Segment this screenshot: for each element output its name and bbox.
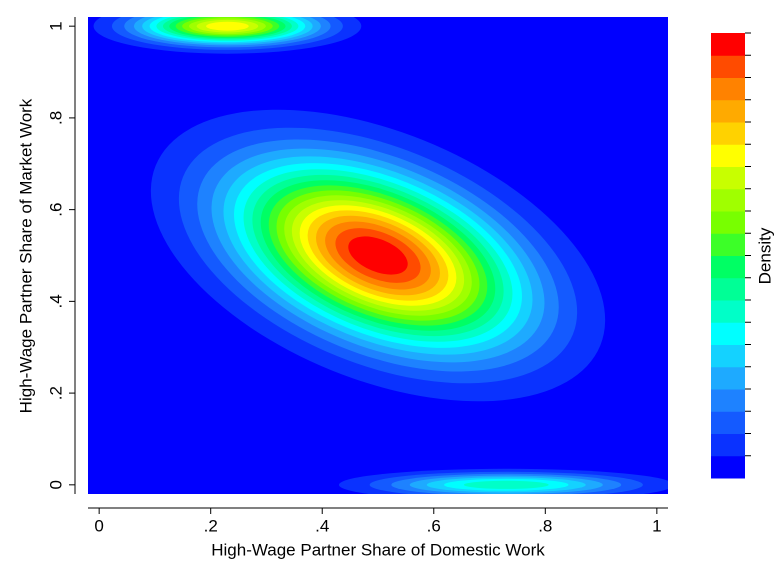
- colorbar-swatch: [711, 77, 745, 101]
- x-tick-label: .6: [427, 516, 441, 535]
- x-tick-label: .4: [315, 516, 329, 535]
- y-tick-label: .6: [46, 203, 65, 217]
- colorbar-swatch: [711, 433, 745, 457]
- y-tick-label: 1: [46, 21, 65, 30]
- density-contour: [206, 21, 249, 31]
- colorbar-swatch: [711, 344, 745, 368]
- plot-area: [88, 17, 668, 494]
- colorbar-swatch: [711, 33, 745, 56]
- colorbar-swatch: [711, 322, 745, 345]
- y-tick-label: .2: [46, 386, 65, 400]
- colorbar-swatch: [711, 211, 745, 234]
- colorbar-swatch: [711, 144, 745, 167]
- y-tick-label: .4: [46, 294, 65, 308]
- colorbar-swatch: [711, 188, 745, 212]
- x-tick-label: 1: [652, 516, 661, 535]
- y-axis-title: High-Wage Partner Share of Market Work: [16, 98, 35, 413]
- colorbar-swatch: [711, 389, 745, 412]
- colorbar-swatch: [711, 122, 745, 145]
- colorbar-swatch: [711, 255, 745, 279]
- density-contour: [463, 480, 549, 489]
- x-tick-label: .8: [538, 516, 552, 535]
- colorbar-swatch: [711, 455, 745, 479]
- x-axis-title: High-Wage Partner Share of Domestic Work: [211, 540, 545, 559]
- colorbar-swatch: [711, 55, 745, 78]
- y-tick-label: 0: [46, 480, 65, 489]
- density-contour: [348, 236, 408, 275]
- colorbar-swatch: [711, 366, 745, 390]
- x-tick-label: 0: [94, 516, 103, 535]
- colorbar-swatch: [711, 411, 745, 434]
- y-tick-label: .8: [46, 111, 65, 125]
- colorbar-swatch: [711, 166, 745, 190]
- x-tick-label: .2: [204, 516, 218, 535]
- colorbar-swatch: [711, 99, 745, 123]
- colorbar-swatch: [711, 233, 745, 256]
- colorbar-swatch: [711, 300, 745, 323]
- colorbar-swatch: [711, 277, 745, 301]
- colorbar-title: Density: [755, 227, 774, 284]
